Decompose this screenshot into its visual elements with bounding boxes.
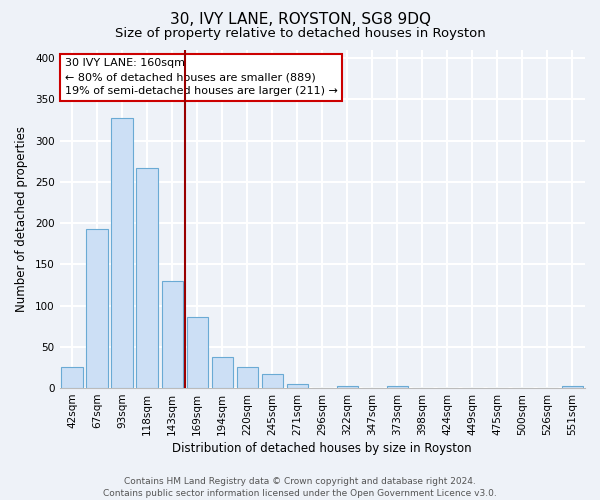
Text: 30 IVY LANE: 160sqm
← 80% of detached houses are smaller (889)
19% of semi-detac: 30 IVY LANE: 160sqm ← 80% of detached ho… [65,58,338,96]
Text: Size of property relative to detached houses in Royston: Size of property relative to detached ho… [115,28,485,40]
Bar [337,386,358,388]
Text: 30, IVY LANE, ROYSTON, SG8 9DQ: 30, IVY LANE, ROYSTON, SG8 9DQ [170,12,431,28]
Bar [262,374,283,388]
Bar [212,356,233,388]
Bar [236,366,258,388]
Bar [161,281,183,388]
Bar [562,386,583,388]
Bar [136,168,158,388]
Text: Contains HM Land Registry data © Crown copyright and database right 2024.
Contai: Contains HM Land Registry data © Crown c… [103,476,497,498]
Bar [187,317,208,388]
Bar [387,386,408,388]
Bar [287,384,308,388]
Y-axis label: Number of detached properties: Number of detached properties [15,126,28,312]
Bar [86,229,108,388]
Bar [112,118,133,388]
Bar [61,368,83,388]
X-axis label: Distribution of detached houses by size in Royston: Distribution of detached houses by size … [172,442,472,455]
